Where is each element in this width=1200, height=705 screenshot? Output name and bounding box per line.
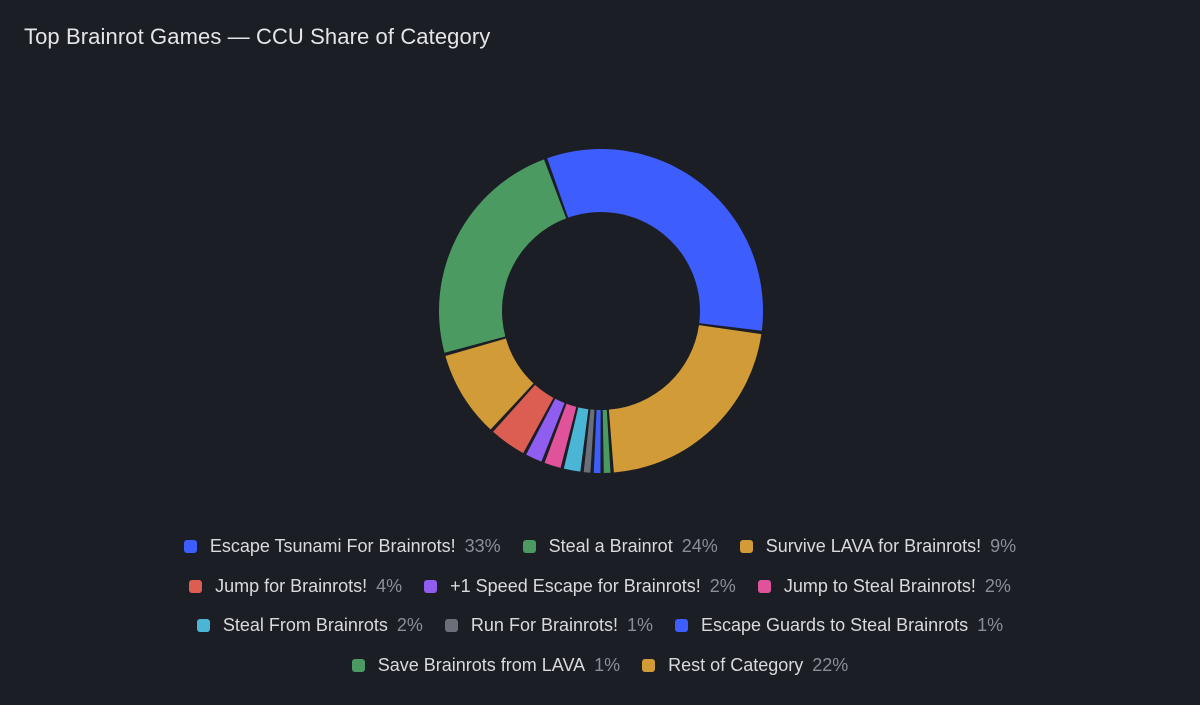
donut-slice-escape-guards-to-steal-brainrots[interactable]: Escape Guards to Steal Brainrots 1%	[593, 409, 601, 473]
donut-slice-jump-to-steal-brainrots[interactable]: Jump to Steal Brainrots! 2%	[544, 403, 577, 468]
legend-swatch	[739, 540, 753, 554]
chart-title: Top Brainrot Games — CCU Share of Catego…	[24, 24, 491, 49]
legend-value: 1%	[594, 654, 621, 675]
donut-slice-rest-of-category[interactable]: Rest of Category 22%	[608, 325, 762, 473]
legend-value: 2%	[709, 575, 736, 596]
legend-label: Save Brainrots from LAVA	[377, 654, 586, 675]
legend-item-jump-to-steal-brainrots[interactable]: Jump to Steal Brainrots! 2%	[757, 575, 1011, 597]
legend-swatch	[196, 619, 210, 633]
legend-value: 22%	[812, 654, 849, 675]
legend-label: Jump to Steal Brainrots!	[783, 575, 976, 596]
legend-swatch	[444, 619, 458, 633]
legend-swatch	[757, 579, 771, 593]
legend-swatch	[189, 579, 203, 593]
legend-swatch	[522, 540, 536, 554]
legend-swatch	[675, 619, 688, 633]
legend-item-jump-for-brainrots[interactable]: Jump for Brainrots! 4%	[189, 576, 402, 597]
legend-row: Steal From Brainrots 2% Run For Brainrots!…	[0, 606, 1200, 646]
legend-row: Escape Tsunami For Brainrots! 33% Steal a …	[0, 527, 1200, 567]
legend-value: 1%	[977, 615, 1004, 636]
legend-item-1-speed-escape-for-brainrots[interactable]: +1 Speed Escape for Brainrots! 2%	[424, 576, 736, 597]
legend-item-survive-lava-for-brainrots[interactable]: Survive LAVA for Brainrots! 9%	[739, 536, 1017, 557]
legend-label: Survive LAVA for Brainrots!	[765, 536, 982, 557]
legend-value: 24%	[681, 536, 718, 557]
legend-label: Steal a Brainrot	[548, 536, 673, 557]
legend-value: 2%	[396, 615, 423, 636]
donut-slice-steal-a-brainrot[interactable]: Steal a Brainrot 24%	[438, 159, 567, 353]
legend-label: Jump for Brainrots!	[215, 575, 368, 596]
legend-item-rest-of-category[interactable]: Rest of Category 22%	[642, 655, 848, 676]
donut-slice-run-for-brainrots[interactable]: Run For Brainrots! 1%	[583, 409, 595, 473]
legend-value: 9%	[990, 536, 1017, 557]
legend-label: Rest of Category	[668, 654, 804, 675]
legend-value: 1%	[626, 615, 653, 636]
legend-swatch	[424, 579, 438, 593]
legend-item-escape-tsunami-for-brainrots[interactable]: Escape Tsunami For Brainrots! 33%	[183, 536, 501, 557]
legend-label: +1 Speed Escape for Brainrots!	[450, 575, 701, 596]
legend-label: Escape Tsunami For Brainrots!	[209, 536, 456, 557]
donut-slice-escape-tsunami-for-brainrots[interactable]: Escape Tsunami For Brainrots! 33%	[547, 149, 764, 331]
legend-label: Run For Brainrots!	[470, 615, 618, 636]
legend-value: 4%	[376, 575, 403, 596]
legend-value: 2%	[984, 575, 1011, 596]
legend-swatch	[183, 540, 197, 554]
donut-slice-steal-from-brainrots[interactable]: Steal From Brainrots 2%	[563, 407, 589, 472]
legend-row: Jump for Brainrots! 4% +1 Speed Escape for…	[0, 567, 1200, 607]
donut-slice-save-brainrots-from-lava[interactable]: Save Brainrots from LAVA 1%	[602, 409, 611, 473]
legend-row: Save Brainrots from LAVA 1% Rest of Catego…	[0, 646, 1200, 686]
legend-item-steal-from-brainrots[interactable]: Steal From Brainrots 2%	[196, 615, 423, 636]
legend-value: 33%	[464, 536, 501, 557]
legend-label: Escape Guards to Steal Brainrots	[701, 615, 969, 636]
legend-item-run-for-brainrots[interactable]: Run For Brainrots! 1%	[444, 615, 653, 636]
legend-item-steal-a-brainrot[interactable]: Steal a Brainrot 24%	[522, 536, 718, 557]
legend-swatch	[642, 658, 656, 672]
legend-swatch	[351, 658, 365, 672]
donut-slice-survive-lava-for-brainrots[interactable]: Survive LAVA for Brainrots! 9%	[445, 338, 534, 430]
donut-chart: Escape Tsunami For Brainrots! 33%Rest of…	[438, 149, 764, 473]
donut-slice-1-speed-escape-for-brainrots[interactable]: +1 Speed Escape for Brainrots! 2%	[526, 398, 565, 462]
donut-slice-jump-for-brainrots[interactable]: Jump for Brainrots! 4%	[493, 384, 554, 454]
legend-item-escape-guards-to-steal-brainrots[interactable]: Escape Guards to Steal Brainrots 1%	[675, 615, 1003, 636]
chart-legend: Escape Tsunami For Brainrots! 33% Steal a …	[0, 527, 1200, 685]
legend-label: Steal From Brainrots	[222, 615, 388, 636]
legend-item-save-brainrots-from-lava[interactable]: Save Brainrots from LAVA 1%	[351, 654, 621, 676]
